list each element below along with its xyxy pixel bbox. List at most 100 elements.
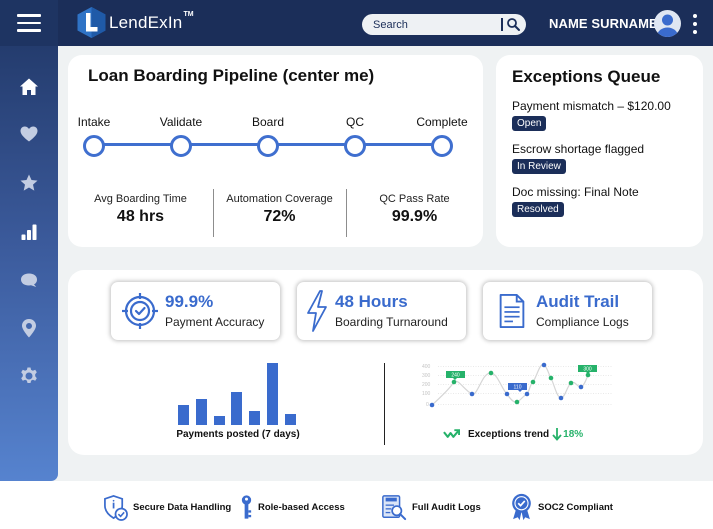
brand-logo[interactable]: LendExIn TM [76, 6, 194, 39]
status-badge[interactable]: Resolved [512, 202, 564, 217]
exceptions-queue-card: Exceptions Queue Payment mismatch – $120… [496, 55, 703, 247]
avatar[interactable] [654, 10, 681, 37]
callout-label: 240 [451, 372, 460, 378]
sidebar-item-locations[interactable] [14, 313, 44, 343]
bar[interactable] [231, 392, 242, 425]
feature-soc2-compliant: SOC2 Compliant [510, 493, 613, 521]
metric-avg-boarding-time: Avg Boarding Time 48 hrs [68, 187, 213, 237]
metric-label: Avg Boarding Time [94, 193, 187, 205]
kpi-value: Audit Trail [536, 292, 620, 311]
svg-text:100: 100 [422, 391, 431, 397]
kebab-dot [693, 30, 697, 34]
sidebar-item-favorites[interactable] [14, 119, 44, 149]
stage-node[interactable] [431, 135, 453, 157]
more-options-button[interactable] [689, 12, 701, 36]
kpi-tile-boarding-turnaround[interactable]: 48 Hours Boarding Turnaround [297, 282, 466, 340]
stage-complete: Complete [402, 115, 482, 157]
payments-chart-caption: Payments posted (7 days) [176, 429, 300, 440]
metric-value: 72% [263, 208, 296, 225]
kpi-overview-card: 99.9% Payment Accuracy 48 Hours Boarding… [68, 270, 703, 455]
hamburger-icon-line [17, 29, 41, 32]
exceptions-title: Exceptions Queue [512, 67, 661, 86]
kpi-label: Boarding Turnaround [335, 315, 448, 329]
status-badge[interactable]: In Review [512, 159, 566, 174]
location-pin-icon [22, 319, 36, 338]
top-bar: LendExIn TM NAME SURNAME [0, 0, 713, 46]
sidebar [0, 46, 58, 481]
callout-label: 110 [514, 384, 522, 390]
hamburger-menu-button[interactable] [0, 0, 58, 46]
key-icon [241, 494, 252, 519]
exception-text: Escrow shortage flagged [512, 142, 645, 156]
arrow-down-icon [552, 428, 562, 441]
callout-label: 300 [583, 366, 592, 372]
trend-zigzag-icon [443, 429, 460, 438]
chart-divider [384, 363, 385, 445]
kebab-dot [693, 22, 697, 26]
exception-item[interactable]: Escrow shortage flagged In Review [512, 142, 697, 174]
audit-magnifier-icon [382, 495, 407, 521]
bar[interactable] [249, 411, 260, 425]
bar-chart-icon [21, 224, 37, 240]
kpi-label: Compliance Logs [536, 315, 629, 329]
stage-label: Complete [416, 115, 468, 129]
sidebar-item-settings[interactable] [14, 361, 44, 391]
pipeline-metrics: Avg Boarding Time 48 hrs Automation Cove… [68, 187, 483, 237]
hamburger-icon-line [17, 21, 41, 25]
chat-icon [21, 273, 37, 287]
stage-intake: Intake [54, 115, 134, 157]
bar[interactable] [178, 405, 189, 425]
shield-check-icon [104, 494, 128, 521]
stage-validate: Validate [141, 115, 221, 157]
feature-secure-data: Secure Data Handling [103, 493, 231, 521]
bar[interactable] [196, 399, 207, 425]
stage-board: Board [228, 115, 308, 157]
payments-bar-chart [176, 360, 298, 425]
pipeline-title: Loan Boarding Pipeline (center me) [88, 66, 375, 85]
svg-text:300: 300 [422, 373, 431, 379]
exception-text: Payment mismatch – $120.00 [512, 99, 671, 113]
search-input[interactable] [373, 18, 501, 31]
search-icon[interactable] [506, 17, 521, 32]
search-bar [362, 14, 526, 35]
sidebar-item-starred[interactable] [14, 168, 44, 198]
exceptions-line-chart: 400 300 200 100 0 [422, 362, 612, 408]
sidebar-item-messages[interactable] [14, 265, 44, 295]
trend-percentage: 18% [563, 428, 584, 440]
pipeline-stepper: Intake Validate Board QC Complete [68, 115, 483, 165]
svg-text:200: 200 [422, 382, 431, 388]
brand-name: LendExIn [109, 12, 183, 32]
kpi-tile-payment-accuracy[interactable]: 99.9% Payment Accuracy [111, 282, 280, 340]
user-name[interactable]: NAME SURNAME [549, 16, 658, 31]
stage-node[interactable] [344, 135, 366, 157]
exceptions-trend-caption: Exceptions trend 18% [443, 427, 583, 441]
bar[interactable] [214, 416, 225, 425]
feature-label: Role-based Access [258, 501, 345, 513]
kpi-tile-audit-trail[interactable]: Audit Trail Compliance Logs [483, 282, 652, 340]
feature-label: SOC2 Compliant [538, 501, 613, 513]
exception-item[interactable]: Payment mismatch – $120.00 Open [512, 99, 697, 131]
feature-role-based-access: Role-based Access [240, 493, 345, 521]
home-icon [20, 78, 38, 95]
feature-label: Full Audit Logs [412, 501, 481, 513]
bar[interactable] [267, 363, 278, 425]
exception-item[interactable]: Doc missing: Final Note Resolved [512, 185, 697, 217]
user-avatar-icon [657, 14, 678, 37]
metric-value: 99.9% [391, 208, 438, 225]
feature-label: Secure Data Handling [133, 501, 232, 513]
loan-boarding-pipeline-card: Loan Boarding Pipeline (center me) Intak… [68, 55, 483, 247]
bar[interactable] [285, 414, 296, 425]
stage-node[interactable] [257, 135, 279, 157]
sidebar-item-analytics[interactable] [14, 217, 44, 247]
kpi-value: 48 Hours [335, 292, 408, 311]
badge-ribbon-icon [512, 493, 531, 521]
metric-automation-coverage: Automation Coverage 72% [213, 187, 346, 237]
kebab-dot [693, 14, 697, 18]
sidebar-item-home[interactable] [14, 72, 44, 102]
stage-node[interactable] [170, 135, 192, 157]
stage-node[interactable] [83, 135, 105, 157]
status-badge[interactable]: Open [512, 116, 547, 131]
metric-qc-pass-rate: QC Pass Rate 99.9% [346, 187, 483, 237]
footer-features: Secure Data Handling Role-based Access [0, 481, 713, 529]
